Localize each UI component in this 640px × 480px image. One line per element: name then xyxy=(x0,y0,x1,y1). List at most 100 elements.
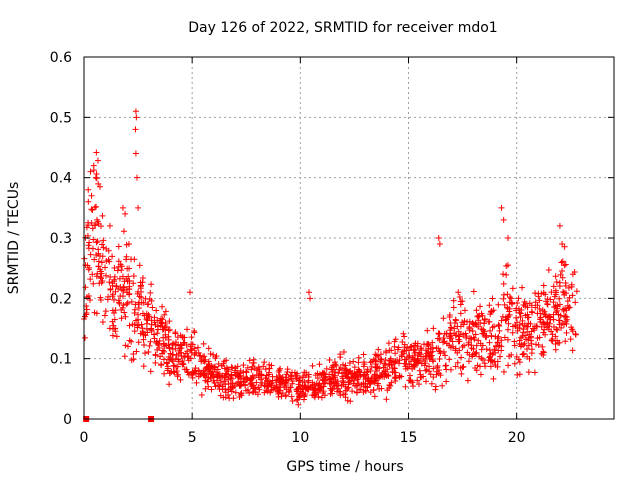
data-point xyxy=(168,368,175,375)
data-point xyxy=(123,253,130,260)
data-point xyxy=(399,338,406,345)
data-point xyxy=(471,336,478,343)
data-point xyxy=(361,361,368,368)
data-point xyxy=(529,309,536,316)
data-point xyxy=(452,316,459,323)
data-point xyxy=(161,311,168,318)
data-point xyxy=(117,293,124,300)
data-point xyxy=(204,370,211,377)
data-point xyxy=(531,369,538,376)
data-point xyxy=(246,357,253,364)
data-point xyxy=(367,359,374,366)
data-point xyxy=(174,363,181,370)
data-point xyxy=(398,352,405,359)
data-point xyxy=(212,383,219,390)
data-point xyxy=(90,280,97,287)
data-point xyxy=(85,186,92,193)
data-point xyxy=(410,346,417,353)
data-point xyxy=(228,388,235,395)
data-point xyxy=(430,325,437,332)
data-point xyxy=(236,381,243,388)
data-point xyxy=(486,353,493,360)
data-point xyxy=(112,307,119,314)
data-point xyxy=(315,393,322,400)
data-point xyxy=(215,360,222,367)
data-point xyxy=(148,281,155,288)
data-point xyxy=(213,369,220,376)
data-point xyxy=(93,149,100,156)
data-point xyxy=(501,334,508,341)
data-point xyxy=(329,371,336,378)
data-point xyxy=(116,275,123,282)
data-point xyxy=(139,274,146,281)
data-point xyxy=(404,365,411,372)
data-point xyxy=(497,353,504,360)
data-point xyxy=(285,376,292,383)
data-point xyxy=(149,304,156,311)
data-point xyxy=(515,356,522,363)
data-point xyxy=(470,288,477,295)
data-point xyxy=(190,369,197,376)
data-point xyxy=(337,392,344,399)
y-tick-label: 0.1 xyxy=(50,352,72,368)
data-point xyxy=(170,351,177,358)
data-point xyxy=(113,333,120,340)
data-point xyxy=(546,314,553,321)
data-point xyxy=(531,323,538,330)
data-point xyxy=(122,313,129,320)
data-point xyxy=(340,361,347,368)
data-point xyxy=(414,377,421,384)
data-point xyxy=(518,341,525,348)
data-point xyxy=(372,358,379,365)
data-point xyxy=(99,212,106,219)
data-point xyxy=(500,271,507,278)
data-point xyxy=(486,347,493,354)
data-point xyxy=(556,222,563,229)
data-point xyxy=(375,346,382,353)
data-point xyxy=(391,365,398,372)
data-point xyxy=(362,387,369,394)
data-point xyxy=(494,358,501,365)
data-point xyxy=(166,345,173,352)
data-point xyxy=(263,375,270,382)
data-point xyxy=(323,365,330,372)
data-point xyxy=(476,312,483,319)
data-point xyxy=(509,329,516,336)
data-point xyxy=(101,312,108,319)
data-point xyxy=(572,331,579,338)
data-point xyxy=(257,382,264,389)
data-point xyxy=(296,393,303,400)
data-point xyxy=(364,368,371,375)
data-point xyxy=(473,342,480,349)
data-point xyxy=(121,353,128,360)
data-point xyxy=(327,375,334,382)
data-point xyxy=(447,333,454,340)
data-point xyxy=(145,349,152,356)
data-point xyxy=(304,386,311,393)
data-point xyxy=(225,368,232,375)
data-point xyxy=(569,328,576,335)
data-point xyxy=(180,334,187,341)
data-point xyxy=(451,320,458,327)
data-point xyxy=(465,358,472,365)
data-point xyxy=(558,259,565,266)
data-point xyxy=(556,283,563,290)
data-point xyxy=(188,370,195,377)
data-point xyxy=(333,381,340,388)
data-point xyxy=(246,389,253,396)
data-point xyxy=(295,401,302,408)
data-point xyxy=(520,301,527,308)
data-point xyxy=(522,312,529,319)
data-point xyxy=(528,328,535,335)
data-point xyxy=(282,392,289,399)
data-point xyxy=(496,327,503,334)
data-point xyxy=(295,385,302,392)
data-point xyxy=(389,368,396,375)
data-point xyxy=(121,309,128,316)
data-point xyxy=(129,321,136,328)
data-point xyxy=(334,385,341,392)
data-point xyxy=(134,174,140,181)
data-point xyxy=(263,387,270,394)
data-point xyxy=(538,290,545,297)
data-point xyxy=(248,383,255,390)
